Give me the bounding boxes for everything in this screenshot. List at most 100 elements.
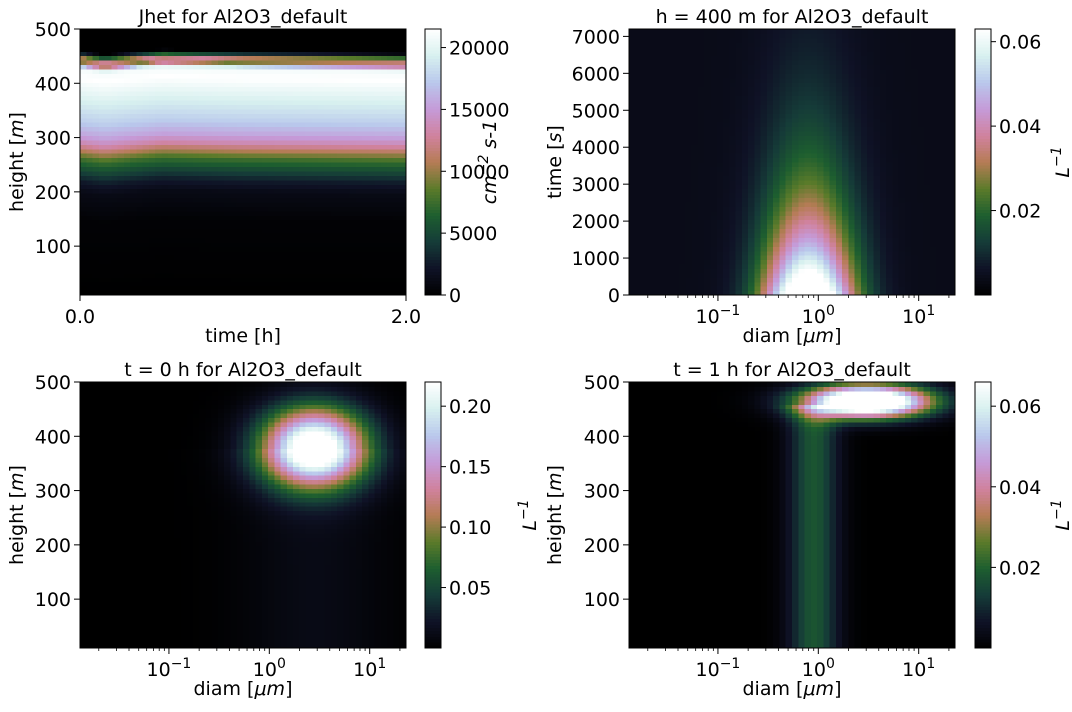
- heatmap-cell: [80, 184, 87, 190]
- heatmap-cell: [697, 91, 705, 97]
- heatmap-cell: [343, 250, 351, 256]
- heatmap-cell: [735, 162, 743, 168]
- heatmap-cell: [380, 237, 388, 243]
- heatmap-cell: [691, 144, 699, 150]
- heatmap-cell: [337, 77, 344, 83]
- heatmap-cell: [629, 144, 636, 150]
- heatmap-cell: [672, 210, 680, 216]
- heatmap-cell: [368, 277, 376, 283]
- heatmap-cell: [280, 91, 288, 97]
- heatmap-cell: [217, 263, 225, 269]
- heatmap-cell: [754, 95, 762, 101]
- heatmap-cell: [161, 286, 169, 292]
- heatmap-cell: [167, 162, 175, 168]
- heatmap-cell: [710, 237, 718, 243]
- heatmap-cell: [224, 113, 232, 119]
- heatmap-cell: [374, 263, 382, 269]
- heatmap-cell: [672, 113, 680, 119]
- heatmap-cell: [779, 91, 787, 97]
- heatmap-cell: [710, 277, 718, 283]
- heatmap-cell: [192, 250, 200, 256]
- colorbar-segment: [425, 176, 441, 181]
- heatmap-cell: [387, 139, 395, 145]
- heatmap-cell: [174, 42, 181, 48]
- heatmap-cell: [211, 99, 219, 105]
- heatmap-cell: [142, 148, 150, 154]
- heatmap-cell: [199, 135, 206, 141]
- heatmap-cell: [205, 184, 213, 190]
- heatmap-cell: [629, 250, 636, 256]
- heatmap-cell: [130, 170, 138, 176]
- heatmap-cell: [148, 130, 156, 136]
- heatmap-cell: [723, 246, 730, 252]
- heatmap-cell: [243, 95, 250, 101]
- heatmap-cell: [130, 51, 138, 57]
- heatmap-cell: [142, 33, 150, 39]
- heatmap-cell: [318, 46, 326, 52]
- heatmap-cell: [754, 157, 762, 163]
- heatmap-cell: [155, 206, 163, 212]
- heatmap-cell: [286, 224, 294, 230]
- heatmap-cell: [224, 224, 232, 230]
- heatmap-cell: [748, 201, 755, 207]
- heatmap-cell: [399, 281, 407, 287]
- heatmap-cell: [654, 130, 661, 136]
- heatmap-cell: [355, 246, 363, 252]
- heatmap-cell: [92, 277, 100, 283]
- heatmap-cell: [330, 113, 338, 119]
- heatmap-cell: [148, 139, 156, 145]
- heatmap-cell: [785, 281, 793, 287]
- heatmap-cell: [792, 91, 799, 97]
- heatmap-cell: [86, 268, 94, 274]
- heatmap-cell: [324, 126, 332, 132]
- heatmap-cell: [211, 91, 219, 97]
- heatmap-cell: [311, 148, 319, 154]
- heatmap-cell: [192, 228, 200, 234]
- heatmap-cell: [123, 42, 131, 48]
- heatmap-cell: [249, 166, 257, 172]
- heatmap-cell: [211, 263, 219, 269]
- heatmap-cell: [217, 113, 225, 119]
- heatmap-cell: [804, 246, 812, 252]
- heatmap-cell: [647, 51, 655, 57]
- heatmap-cell: [255, 135, 263, 141]
- heatmap-cell: [192, 263, 200, 269]
- heatmap-cell: [305, 33, 313, 39]
- heatmap-cell: [268, 104, 275, 110]
- heatmap-cell: [123, 286, 131, 292]
- heatmap-cell: [355, 179, 363, 185]
- heatmap-cell: [224, 108, 232, 114]
- heatmap-cell: [723, 139, 730, 145]
- heatmap-cell: [641, 51, 649, 57]
- heatmap-cell: [685, 108, 693, 114]
- heatmap-cell: [123, 250, 131, 256]
- x-tick-label: 2.0: [391, 306, 421, 328]
- heatmap-cell: [136, 157, 144, 163]
- heatmap-cell: [293, 86, 301, 92]
- heatmap-cell: [92, 259, 100, 265]
- heatmap-cell: [280, 281, 288, 287]
- heatmap-cell: [236, 281, 244, 287]
- heatmap-cell: [760, 224, 768, 230]
- heatmap-cell: [311, 130, 319, 136]
- heatmap-cell: [735, 272, 743, 278]
- heatmap-cell: [98, 219, 106, 225]
- heatmap-cell: [754, 184, 762, 190]
- heatmap-cell: [205, 108, 213, 114]
- heatmap-cells: [80, 29, 407, 296]
- heatmap-cell: [337, 130, 344, 136]
- heatmap-cell: [217, 86, 225, 92]
- heatmap-cell: [723, 29, 730, 35]
- heatmap-cell: [167, 130, 175, 136]
- heatmap-cell: [741, 277, 749, 283]
- heatmap-cell: [804, 175, 812, 181]
- heatmap-cell: [199, 184, 206, 190]
- heatmap-cell: [641, 290, 649, 296]
- heatmap-cell: [98, 86, 106, 92]
- heatmap-cell: [798, 130, 806, 136]
- heatmap-cell: [387, 255, 395, 261]
- heatmap-cell: [142, 241, 150, 247]
- heatmap-cell: [192, 219, 200, 225]
- heatmap-cell: [798, 68, 806, 74]
- heatmap-cell: [211, 215, 219, 221]
